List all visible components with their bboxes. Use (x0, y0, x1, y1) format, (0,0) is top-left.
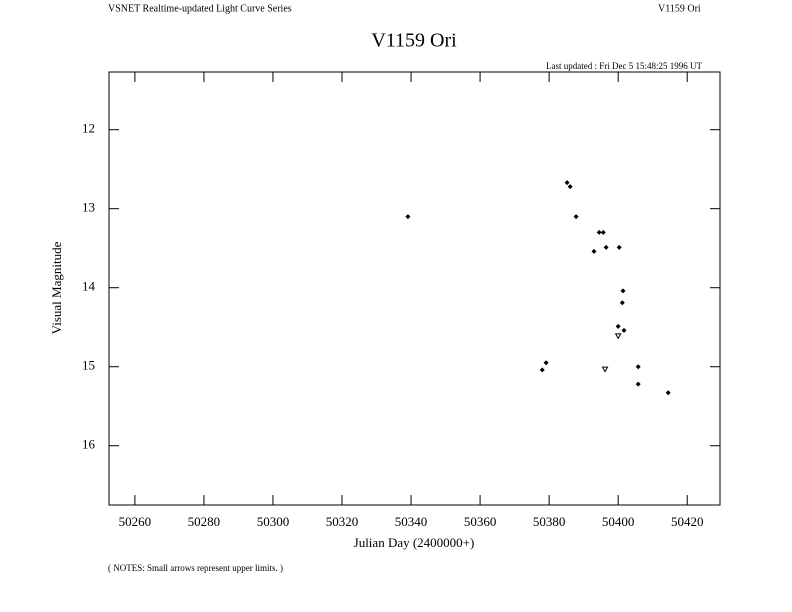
upper-limit-arrow (614, 333, 622, 340)
observation-point (405, 214, 411, 220)
observation-point (620, 288, 626, 294)
x-tick-label: 50320 (326, 514, 359, 529)
y-axis-label: Visual Magnitude (49, 241, 64, 334)
upper-limit-arrow (601, 366, 609, 373)
x-tick-label: 50360 (464, 514, 497, 529)
observation-point (621, 327, 627, 333)
observation-point (619, 300, 625, 306)
x-tick-label: 50260 (119, 514, 152, 529)
observation-point (596, 229, 602, 235)
y-tick-label: 16 (82, 437, 96, 452)
x-tick-label: 50400 (602, 514, 635, 529)
x-tick-label: 50300 (257, 514, 290, 529)
plot-frame (108, 71, 721, 506)
observation-point (600, 229, 606, 235)
chart-title: V1159 Ori (371, 30, 457, 52)
observation-point (539, 367, 545, 373)
x-axis-label: Julian Day (2400000+) (354, 535, 475, 550)
observation-point (573, 214, 579, 220)
y-tick-label: 14 (82, 279, 96, 294)
observation-point (543, 360, 549, 366)
observation-point (635, 381, 641, 387)
header-left: VSNET Realtime-updated Light Curve Serie… (108, 3, 292, 14)
observation-point (603, 244, 609, 250)
observation-point (616, 244, 622, 250)
x-tick-label: 50280 (188, 514, 221, 529)
y-tick-label: 12 (82, 121, 95, 136)
observation-point (665, 390, 671, 396)
observation-point (591, 248, 597, 254)
observation-point (567, 184, 573, 190)
note: ( NOTES: Small arrows represent upper li… (108, 563, 283, 573)
x-tick-label: 50420 (671, 514, 704, 529)
observation-point (564, 180, 570, 186)
x-tick-label: 50340 (395, 514, 428, 529)
header-right: V1159 Ori (658, 3, 701, 14)
observation-point (615, 323, 621, 329)
chart-subtitle: Last updated : Fri Dec 5 15:48:25 1996 U… (546, 61, 702, 71)
y-tick-label: 13 (82, 200, 95, 215)
x-tick-label: 50380 (533, 514, 566, 529)
observation-point (635, 364, 641, 370)
y-tick-label: 15 (82, 358, 95, 373)
